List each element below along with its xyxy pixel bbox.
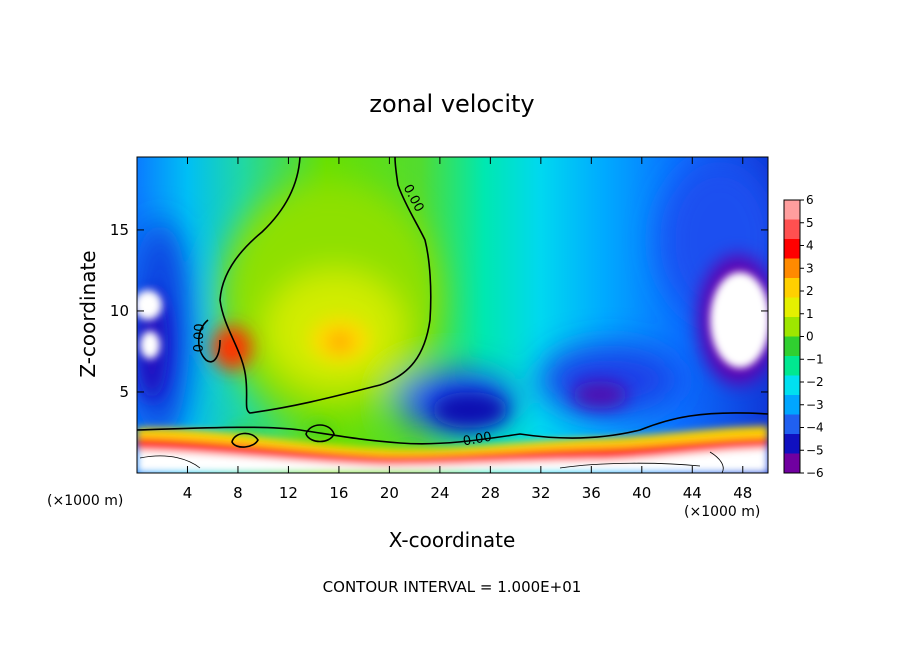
contour-zero-left-lobe <box>197 319 221 363</box>
contour-surface-1 <box>139 455 201 469</box>
x-unit-label-left: (×1000 m) <box>47 493 123 509</box>
contour-zero-bottom <box>137 412 768 445</box>
colorbar-label: −4 <box>806 421 824 435</box>
saturated-patches <box>137 272 768 368</box>
x-tick-label: 32 <box>531 484 550 502</box>
x-ticks: 4 8 12 16 20 24 28 32 36 40 44 48 <box>183 157 752 502</box>
y-tick-label: 10 <box>110 302 129 320</box>
white-patch-left-2 <box>140 331 160 359</box>
blob-red-left <box>212 326 252 370</box>
colorbar-label: −6 <box>806 466 824 480</box>
colorbar-swatch <box>784 434 800 454</box>
contour-label-left: 0.00 <box>192 323 208 352</box>
x-tick-label: 12 <box>279 484 298 502</box>
x-tick-label: 48 <box>733 484 752 502</box>
zero-contours <box>137 157 768 448</box>
contour-interval-note: CONTOUR INTERVAL = 1.000E+01 <box>323 578 582 596</box>
x-tick-label: 24 <box>430 484 449 502</box>
chart-title: zonal velocity <box>369 90 534 118</box>
colorbar-swatch <box>784 258 800 279</box>
contour-surface-2 <box>559 462 701 469</box>
colorbar-swatch <box>784 336 800 357</box>
colorbar-swatch <box>784 395 800 415</box>
colorbar-label: −2 <box>806 375 824 389</box>
y-ticks: 5 10 15 <box>110 221 768 401</box>
x-tick-label: 8 <box>233 484 243 502</box>
x-axis-label: X-coordinate <box>389 528 516 552</box>
colorbar-label: 1 <box>806 307 814 321</box>
colorbar-label: −3 <box>806 398 824 412</box>
heatmap-field <box>137 157 768 473</box>
x-tick-label: 20 <box>380 484 399 502</box>
x-tick-label: 44 <box>683 484 702 502</box>
x-tick-label: 28 <box>481 484 500 502</box>
colorbar-swatch <box>784 356 800 376</box>
plot-frame <box>136 156 769 474</box>
x-unit-label-right: (×1000 m) <box>684 504 760 520</box>
y-tick-label: 5 <box>119 383 129 401</box>
colorbar-label: 0 <box>806 330 814 344</box>
colorbar-swatch <box>784 453 800 474</box>
contour-zero-main <box>219 157 432 414</box>
colorbar: 6 5 4 3 2 1 0 −1 −2 −3 −4 −5 −6 <box>783 193 824 480</box>
colorbar-label: 5 <box>806 216 814 230</box>
colorbar-label: 6 <box>806 193 814 207</box>
colorbar-label: 4 <box>806 239 814 253</box>
surface-layer <box>137 426 768 473</box>
colorbar-label: 2 <box>806 284 814 298</box>
white-patch-left-1 <box>137 290 162 320</box>
contour-surface-3 <box>709 451 724 473</box>
surface-contours <box>139 451 724 473</box>
colorbar-label: 3 <box>806 261 814 275</box>
blob-darkblue-mid <box>432 392 508 428</box>
contour-zero-small-1 <box>231 432 259 448</box>
blob-lowgreen-2 <box>306 423 334 441</box>
x-tick-label: 16 <box>329 484 348 502</box>
x-tick-label: 40 <box>632 484 651 502</box>
colorbar-swatch <box>784 239 800 259</box>
colorbar-swatch <box>784 297 800 318</box>
x-tick-label: 36 <box>582 484 601 502</box>
surface-white-band <box>137 448 768 473</box>
x-tick-label: 4 <box>183 484 193 502</box>
contour-label-bottom: 0.00 <box>462 430 493 450</box>
colorbar-swatch <box>784 414 800 435</box>
colorbar-swatch <box>784 200 800 220</box>
y-tick-label: 15 <box>110 221 129 239</box>
blob-orange-center <box>328 333 352 351</box>
y-axis-label: Z-coordinate <box>76 250 100 377</box>
colorbar-swatch <box>784 317 800 337</box>
contour-zero-small-2 <box>305 424 335 443</box>
colorbar-label: −5 <box>806 443 824 457</box>
white-patch-right <box>710 272 768 368</box>
colorbar-swatch <box>784 278 800 298</box>
blob-purple-right <box>572 381 628 409</box>
colorbar-label: −1 <box>806 352 824 366</box>
colorbar-swatch <box>784 219 800 240</box>
colorbar-swatch <box>784 375 800 396</box>
